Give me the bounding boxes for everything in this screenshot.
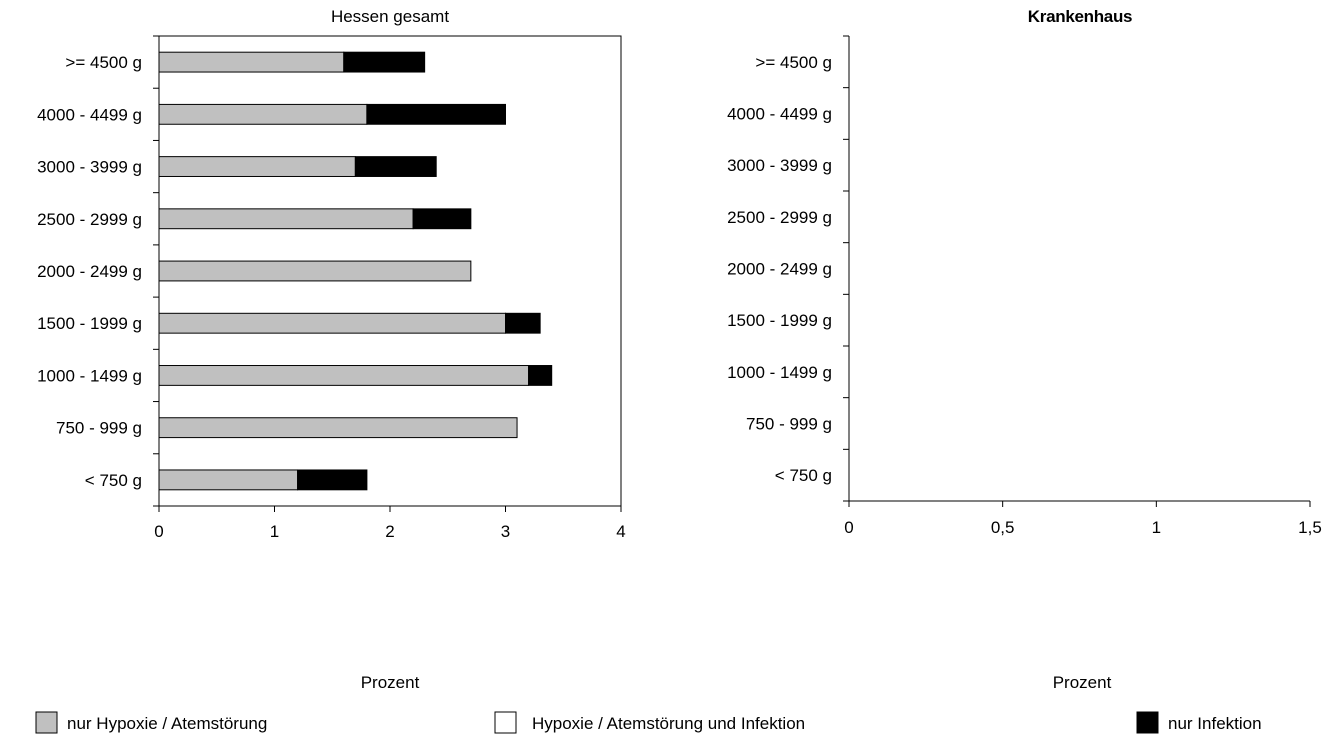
y-tick-label: 750 - 999 g	[746, 415, 832, 434]
chart-hessen-gesamt: Hessen gesamt >= 4500 g 4000 - 4499 g 3000…	[37, 7, 626, 692]
x-tick-label: 3	[501, 522, 510, 541]
x-tick-label: 1,5	[1298, 518, 1322, 537]
bar-nur-infektion-2500-2999-g	[412, 208, 472, 230]
y-tick-label: 4000 - 4499 g	[727, 105, 832, 124]
y-tick-label: 2500 - 2999 g	[727, 208, 832, 227]
bar-nur-hypoxie-atemst-rung-4500-g	[158, 51, 345, 73]
chart-title: Krankenhaus	[1028, 7, 1132, 26]
y-tick-label: 2500 - 2999 g	[37, 210, 142, 229]
bar-nur-hypoxie-atemst-rung-1500-1999-g	[158, 312, 506, 334]
x-tick-label: 0	[844, 518, 853, 537]
legend: nur Hypoxie / Atemstörung Hypoxie / Atem…	[35, 711, 1262, 734]
legend-label-both: Hypoxie / Atemstörung und Infektion	[532, 714, 805, 733]
x-tick-labels: 0 0,5 1 1,5	[844, 518, 1322, 537]
y-tick-label: 1000 - 1499 g	[727, 363, 832, 382]
y-ticks	[843, 35, 849, 502]
x-tick-label: 4	[616, 522, 625, 541]
x-tick-label: 0,5	[991, 518, 1015, 537]
x-tick-label: 1	[1152, 518, 1161, 537]
legend-label-infektion: nur Infektion	[1168, 714, 1262, 733]
legend-label-hypoxie: nur Hypoxie / Atemstörung	[67, 714, 267, 733]
bar-nur-infektion-4000-4499-g	[366, 103, 506, 125]
x-axis-label: Prozent	[361, 673, 420, 692]
bar-nur-hypoxie-atemst-rung-750-999-g	[158, 417, 518, 439]
bar-nur-infektion-1500-1999-g	[505, 312, 541, 334]
chart-title: Hessen gesamt	[331, 7, 449, 26]
x-tick-labels: 0 1 2 3 4	[154, 522, 625, 541]
x-tick-label: 2	[385, 522, 394, 541]
bar-nur-hypoxie-atemst-rung-2500-2999-g	[158, 208, 414, 230]
y-tick-label: 3000 - 3999 g	[37, 158, 142, 177]
legend-swatch-infektion	[1136, 711, 1159, 734]
chart-krankenhaus: Krankenhaus >= 4500 g 4000 - 4499 g 3000 -…	[727, 7, 1322, 692]
y-tick-label: 750 - 999 g	[56, 419, 142, 438]
y-tick-label: 1500 - 1999 g	[37, 314, 142, 333]
y-tick-label: >= 4500 g	[65, 53, 142, 72]
x-tick-label: 1	[270, 522, 279, 541]
bar-nur-infektion-750-g	[297, 469, 368, 491]
x-tick-label: 0	[154, 522, 163, 541]
y-tick-label: < 750 g	[775, 466, 832, 485]
y-tick-labels: >= 4500 g 4000 - 4499 g 3000 - 3999 g 2500 …	[727, 53, 832, 485]
bar-nur-hypoxie-atemst-rung-3000-3999-g	[158, 156, 356, 177]
y-tick-label: 4000 - 4499 g	[37, 105, 142, 124]
y-tick-label: >= 4500 g	[755, 53, 832, 72]
bar-nur-hypoxie-atemst-rung-2000-2499-g	[158, 260, 472, 282]
bar-nur-infektion-1000-1499-g	[528, 365, 553, 386]
bar-nur-infektion-3000-3999-g	[354, 156, 437, 177]
y-tick-label: < 750 g	[85, 471, 142, 490]
bar-nur-hypoxie-atemst-rung-4000-4499-g	[158, 103, 368, 125]
y-tick-label: 3000 - 3999 g	[727, 156, 832, 175]
x-ticks	[848, 501, 1311, 507]
y-tick-label: 1000 - 1499 g	[37, 366, 142, 385]
y-tick-label: 1500 - 1999 g	[727, 311, 832, 330]
x-ticks	[158, 506, 622, 512]
y-tick-label: 2000 - 2499 g	[37, 262, 142, 281]
bar-nur-hypoxie-atemst-rung-750-g	[158, 469, 299, 491]
legend-swatch-both	[494, 711, 517, 734]
bars-group	[158, 51, 553, 491]
bar-nur-infektion-4500-g	[343, 51, 426, 73]
y-ticks	[153, 35, 159, 507]
y-tick-label: 2000 - 2499 g	[727, 260, 832, 279]
bar-nur-hypoxie-atemst-rung-1000-1499-g	[158, 365, 530, 386]
legend-swatch-hypoxie	[35, 711, 58, 734]
y-tick-labels: >= 4500 g 4000 - 4499 g 3000 - 3999 g 2500 …	[37, 53, 142, 490]
x-axis-label: Prozent	[1053, 673, 1112, 692]
